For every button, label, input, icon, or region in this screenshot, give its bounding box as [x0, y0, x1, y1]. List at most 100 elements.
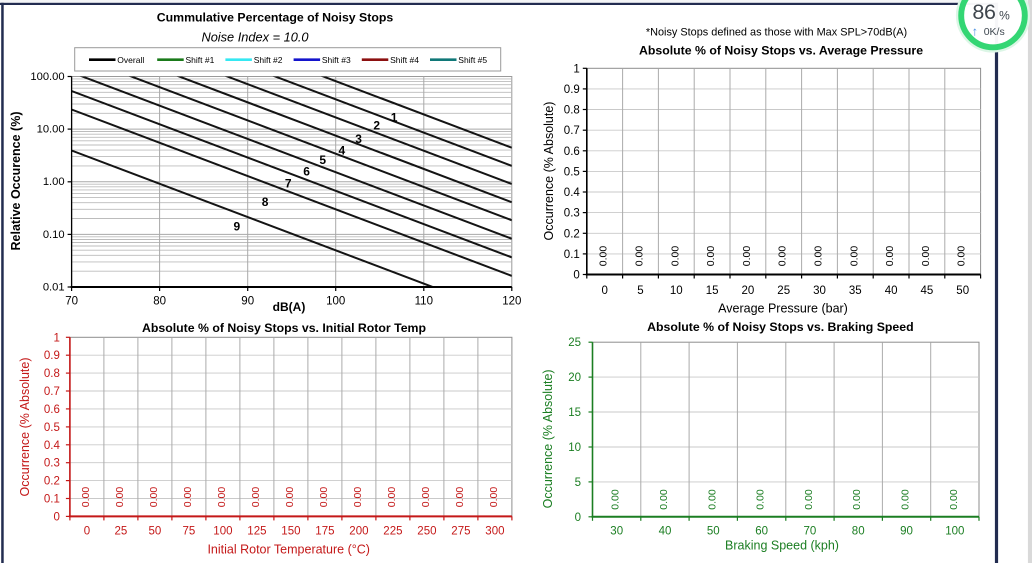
svg-text:0.00: 0.00 [813, 246, 825, 267]
svg-text:0: 0 [53, 511, 59, 523]
svg-text:Relative Occurence (%): Relative Occurence (%) [9, 112, 23, 251]
svg-text:120: 120 [502, 295, 521, 307]
svg-text:0.00: 0.00 [884, 246, 896, 267]
svg-text:86: 86 [972, 0, 996, 24]
svg-text:0.00: 0.00 [634, 246, 646, 267]
svg-text:3: 3 [355, 132, 362, 146]
svg-text:15: 15 [706, 285, 719, 297]
svg-text:0.00: 0.00 [956, 246, 968, 267]
svg-text:0.00: 0.00 [741, 246, 753, 267]
svg-text:60: 60 [755, 525, 768, 537]
svg-text:0.00: 0.00 [598, 246, 610, 267]
svg-text:0.00: 0.00 [777, 246, 789, 267]
svg-text:40: 40 [659, 525, 672, 537]
svg-text:7: 7 [285, 176, 292, 190]
svg-text:0.00: 0.00 [488, 487, 500, 508]
svg-text:0.00: 0.00 [182, 487, 194, 508]
svg-text:300: 300 [485, 525, 504, 537]
svg-text:2: 2 [373, 118, 380, 132]
svg-text:20: 20 [568, 372, 581, 384]
svg-text:20: 20 [742, 285, 755, 297]
svg-text:Braking Speed (kph): Braking Speed (kph) [725, 539, 839, 553]
svg-text:0.00: 0.00 [706, 489, 718, 510]
svg-text:0: 0 [573, 270, 579, 282]
svg-text:5: 5 [637, 285, 643, 297]
svg-text:0.00: 0.00 [352, 487, 364, 508]
svg-text:dB(A): dB(A) [273, 300, 306, 314]
svg-text:8: 8 [262, 195, 269, 209]
svg-text:Occurrence (% Absolute): Occurrence (% Absolute) [541, 369, 555, 508]
svg-text:10.00: 10.00 [37, 124, 65, 136]
svg-text:0.00: 0.00 [80, 487, 92, 508]
svg-text:1.00: 1.00 [43, 176, 65, 188]
svg-text:0.7: 0.7 [564, 125, 580, 137]
svg-text:0.4: 0.4 [44, 440, 61, 452]
svg-text:0.00: 0.00 [900, 489, 912, 510]
svg-text:0.00: 0.00 [658, 489, 670, 510]
svg-text:70: 70 [804, 525, 817, 537]
svg-text:75: 75 [183, 525, 196, 537]
svg-text:100: 100 [213, 525, 232, 537]
svg-text:30: 30 [813, 285, 826, 297]
svg-text:0.5: 0.5 [564, 166, 580, 178]
svg-text:200: 200 [349, 525, 368, 537]
svg-text:25: 25 [777, 285, 790, 297]
svg-text:125: 125 [247, 525, 266, 537]
svg-text:80: 80 [852, 525, 865, 537]
svg-text:1: 1 [573, 63, 579, 75]
svg-text:150: 150 [281, 525, 300, 537]
svg-text:%: % [999, 8, 1010, 22]
svg-text:0.5: 0.5 [44, 422, 60, 434]
svg-text:0.3: 0.3 [564, 208, 580, 220]
svg-text:0.00: 0.00 [148, 487, 160, 508]
svg-text:Absolute % of Noisy Stops vs.: Absolute % of Noisy Stops vs. Average Pr… [639, 44, 923, 58]
svg-text:Shift #4: Shift #4 [390, 55, 419, 65]
svg-text:0.00: 0.00 [386, 487, 398, 508]
svg-text:0.9: 0.9 [44, 350, 60, 362]
svg-text:250: 250 [417, 525, 436, 537]
svg-text:0: 0 [84, 525, 90, 537]
svg-text:5: 5 [575, 477, 581, 489]
svg-text:175: 175 [315, 525, 334, 537]
svg-text:70: 70 [65, 295, 78, 307]
svg-text:0.00: 0.00 [250, 487, 262, 508]
svg-text:0.00: 0.00 [705, 246, 717, 267]
svg-text:100: 100 [326, 295, 345, 307]
svg-text:6: 6 [303, 164, 310, 178]
svg-text:Average Pressure (bar): Average Pressure (bar) [718, 302, 848, 316]
svg-text:25: 25 [115, 525, 128, 537]
svg-text:35: 35 [849, 285, 862, 297]
svg-text:0.4: 0.4 [564, 187, 581, 199]
svg-text:50: 50 [149, 525, 162, 537]
svg-text:30: 30 [610, 525, 623, 537]
svg-text:0.00: 0.00 [284, 487, 296, 508]
svg-text:4: 4 [339, 143, 346, 157]
svg-text:10: 10 [670, 285, 683, 297]
svg-text:90: 90 [900, 525, 913, 537]
svg-text:10: 10 [568, 442, 581, 454]
svg-text:0.00: 0.00 [454, 487, 466, 508]
svg-text:25: 25 [568, 337, 581, 349]
svg-text:0.8: 0.8 [44, 368, 60, 380]
svg-text:1: 1 [391, 110, 398, 124]
svg-text:100.00: 100.00 [30, 71, 64, 83]
svg-text:0.00: 0.00 [114, 487, 126, 508]
svg-text:0.00: 0.00 [420, 487, 432, 508]
svg-text:0.7: 0.7 [44, 386, 60, 398]
svg-text:*Noisy Stops defined as those: *Noisy Stops defined as those with Max S… [646, 27, 907, 39]
svg-text:45: 45 [921, 285, 934, 297]
svg-text:5: 5 [319, 153, 326, 167]
svg-text:110: 110 [415, 295, 433, 307]
svg-text:Occurrence (% Absolute): Occurrence (% Absolute) [18, 358, 32, 497]
svg-text:275: 275 [451, 525, 470, 537]
svg-text:↑: ↑ [972, 24, 978, 38]
svg-text:Shift #1: Shift #1 [186, 55, 215, 65]
svg-text:0.6: 0.6 [44, 404, 60, 416]
svg-text:1: 1 [53, 332, 59, 344]
svg-text:80: 80 [153, 295, 166, 307]
svg-text:Absolute % of Noisy Stops vs.: Absolute % of Noisy Stops vs. Initial Ro… [142, 321, 426, 335]
svg-text:0.00: 0.00 [920, 246, 932, 267]
svg-text:Absolute % of Noisy Stops vs.: Absolute % of Noisy Stops vs. Braking Sp… [647, 320, 914, 334]
svg-text:50: 50 [956, 285, 969, 297]
svg-text:0.8: 0.8 [564, 105, 580, 117]
